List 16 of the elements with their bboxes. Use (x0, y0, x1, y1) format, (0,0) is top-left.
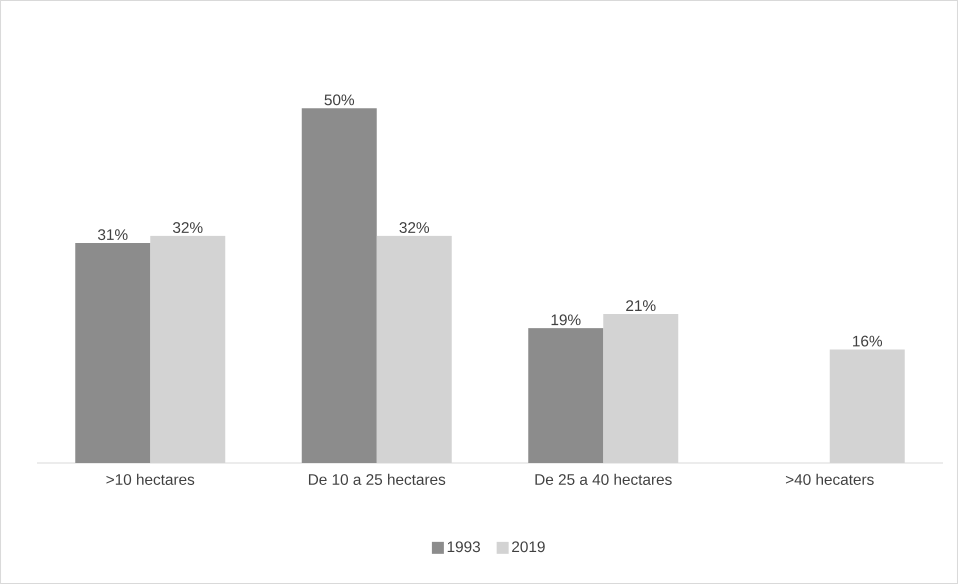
data-label: 50% (324, 94, 354, 106)
data-label: 21% (626, 300, 656, 312)
x-tick-label: >10 hectares (106, 474, 194, 485)
data-label: 19% (552, 314, 581, 326)
bar (75, 243, 150, 463)
data-label: 32% (172, 222, 203, 233)
x-tick-label: De 10 a 25 hectares (308, 474, 446, 485)
data-label: 16% (853, 336, 882, 347)
bar (302, 108, 377, 463)
x-tick-label: De 25 a 40 hectares (535, 474, 672, 485)
bar (528, 328, 604, 463)
data-label: 31% (98, 229, 128, 240)
legend-label: 1993 (448, 541, 480, 552)
x-tick-label: >40 hecaters (786, 474, 874, 485)
data-label: 32% (399, 222, 430, 233)
legend-label: 2019 (512, 541, 545, 552)
